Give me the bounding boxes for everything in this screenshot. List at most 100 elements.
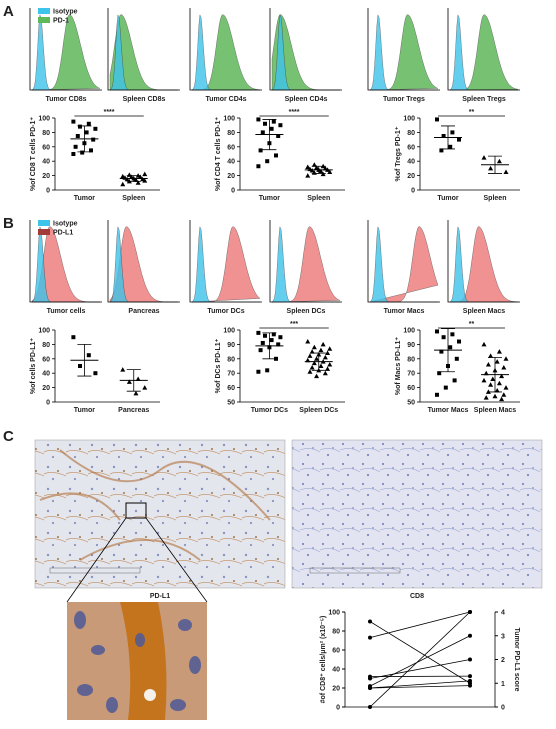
data-point: [488, 166, 493, 171]
legend-label: PD-1: [53, 18, 69, 25]
x-tick-label: Pancreas: [118, 407, 149, 414]
data-point: [127, 172, 132, 177]
y-tick-label: 100: [403, 328, 415, 335]
x-tick-label: Spleen: [307, 195, 330, 202]
data-point: [468, 679, 472, 683]
histogram-label: Spleen DCs: [287, 308, 326, 315]
significance: ****: [104, 109, 115, 116]
y-tick-label: 40: [332, 667, 340, 674]
data-point: [87, 122, 91, 126]
data-point: [256, 164, 260, 168]
data-point: [457, 138, 461, 142]
y-tick-label: 50: [407, 400, 415, 407]
data-point: [450, 332, 454, 336]
significance: **: [469, 321, 475, 328]
y-tick-label: 40: [407, 159, 415, 166]
pair-line: [370, 612, 470, 707]
y-tick-label: 20: [42, 173, 50, 180]
data-point: [323, 371, 328, 376]
y-tick-label: 0: [231, 188, 235, 195]
data-point: [256, 370, 260, 374]
data-point: [278, 335, 282, 339]
x-tick-label: Spleen: [122, 195, 145, 202]
axis: [55, 330, 160, 402]
legend-swatch: [38, 8, 50, 14]
data-point: [270, 127, 274, 131]
data-point: [318, 348, 323, 353]
data-point: [259, 148, 263, 152]
data-point: [85, 130, 89, 134]
y-tick-label: 60: [42, 144, 50, 151]
y2-axis-label: Tumor PD-L1 score: [513, 627, 520, 691]
data-point: [325, 351, 330, 356]
data-point: [497, 381, 502, 386]
y-tick-label: 0: [411, 188, 415, 195]
data-point: [142, 385, 147, 390]
y-tick-label: 60: [407, 385, 415, 392]
y-tick-label: 40: [42, 371, 50, 378]
y-tick-label: 100: [223, 116, 235, 123]
y-tick-label: 80: [332, 629, 340, 636]
y-tick-label: 100: [403, 116, 415, 123]
data-point: [91, 138, 95, 142]
y-tick-label: 90: [227, 342, 235, 349]
data-point: [120, 367, 125, 372]
data-point: [499, 397, 504, 402]
data-point: [482, 342, 487, 347]
data-point: [325, 366, 330, 371]
x-tick-label: Tumor Macs: [428, 407, 469, 414]
data-point: [368, 636, 372, 640]
y-tick-label: 80: [407, 130, 415, 137]
data-point: [265, 159, 269, 163]
y-tick-label: 60: [227, 144, 235, 151]
y2-tick-label: 0: [501, 705, 505, 712]
data-point: [71, 335, 75, 339]
y-tick-label: 70: [227, 371, 235, 378]
pair-line: [370, 622, 470, 684]
data-point: [468, 684, 472, 688]
data-point: [307, 369, 312, 374]
axis: [420, 118, 520, 190]
x-tick-label: Spleen: [484, 195, 507, 202]
data-point: [93, 127, 97, 131]
y-tick-label: 50: [227, 400, 235, 407]
x-tick-label: Spleen Macs: [474, 407, 517, 414]
y-tick-label: 0: [336, 705, 340, 712]
data-point: [307, 353, 312, 358]
data-point: [270, 338, 274, 342]
legend-label: Isotype: [53, 9, 78, 16]
data-point: [468, 674, 472, 678]
data-point: [497, 349, 502, 354]
y-tick-label: 100: [38, 328, 50, 335]
y-tick-label: 100: [328, 610, 340, 617]
data-point: [314, 374, 319, 379]
y-axis-label: %of Macs PD-L1⁺: [395, 337, 402, 395]
histogram-label: Tumor Macs: [384, 308, 425, 315]
y-tick-label: 90: [407, 342, 415, 349]
x-tick-label: Spleen DCs: [299, 407, 338, 414]
y-tick-label: 80: [42, 342, 50, 349]
data-point: [93, 371, 97, 375]
y-tick-label: 40: [227, 159, 235, 166]
histogram-label: Tumor cells: [47, 308, 86, 315]
data-point: [495, 359, 500, 364]
histogram-label: Pancreas: [128, 308, 159, 315]
data-point: [321, 342, 326, 347]
data-point: [305, 173, 310, 178]
data-point: [468, 610, 472, 614]
data-point: [482, 378, 487, 383]
data-point: [80, 151, 84, 155]
y-tick-label: 60: [407, 144, 415, 151]
data-point: [482, 155, 487, 160]
y-tick-label: 80: [407, 356, 415, 363]
data-point: [265, 368, 269, 372]
histogram-label: Spleen CD8s: [123, 96, 166, 103]
data-point: [435, 117, 439, 121]
y-tick-label: 80: [227, 130, 235, 137]
axis: [240, 118, 345, 190]
micrograph-cd8: [292, 440, 542, 588]
data-point: [312, 345, 317, 350]
pair-line: [370, 612, 470, 638]
y2-tick-label: 1: [501, 681, 505, 688]
